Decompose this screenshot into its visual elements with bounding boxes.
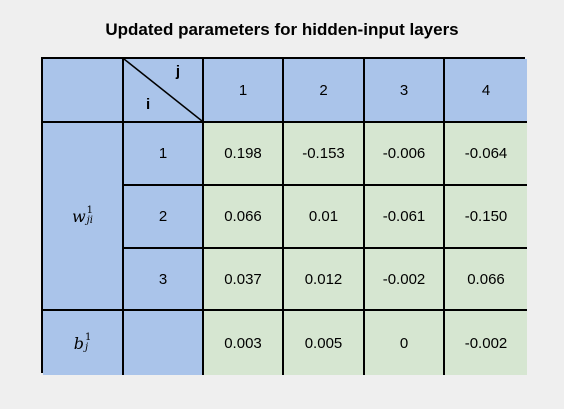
row-header-i2: 2 xyxy=(124,186,204,249)
weight-cell: 0.012 xyxy=(284,249,365,311)
corner-empty-cell xyxy=(43,59,124,123)
weight-symbol: w xyxy=(71,206,86,226)
bias-cell: 0.003 xyxy=(204,311,284,375)
weight-cell: -0.002 xyxy=(365,249,445,311)
figure-title: Updated parameters for hidden-input laye… xyxy=(105,20,459,39)
column-header-2: 2 xyxy=(284,59,365,123)
bias-empty-cell xyxy=(124,311,204,375)
weight-cell: 0.066 xyxy=(204,186,284,249)
row-header-i3: 3 xyxy=(124,249,204,311)
bias-cell: 0.005 xyxy=(284,311,365,375)
column-header-4: 4 xyxy=(445,59,527,123)
weight-cell: -0.150 xyxy=(445,186,527,249)
bias-superscript: 1 xyxy=(84,332,92,343)
bias-symbol: b xyxy=(73,333,84,353)
weight-cell: 0.066 xyxy=(445,249,527,311)
row-header-i1: 1 xyxy=(124,123,204,186)
weight-superscript: 1 xyxy=(86,205,94,216)
weight-subscript: ji xyxy=(86,215,93,226)
weight-cell: -0.061 xyxy=(365,186,445,249)
weight-cell: 0.01 xyxy=(284,186,365,249)
bias-cell: 0 xyxy=(365,311,445,375)
j-axis-label: j xyxy=(175,63,180,80)
diagonal-divider xyxy=(124,59,202,121)
weight-cell: -0.006 xyxy=(365,123,445,186)
weight-cell: 0.037 xyxy=(204,249,284,311)
column-header-1: 1 xyxy=(204,59,284,123)
i-axis-label: i xyxy=(146,96,151,113)
weight-cell: -0.153 xyxy=(284,123,365,186)
weight-symbol-label: w 1 ji xyxy=(43,123,124,311)
corner-ij-cell: j i xyxy=(124,59,204,123)
bias-subscript: j xyxy=(84,342,89,353)
bias-cell: -0.002 xyxy=(445,311,527,375)
weight-cell: 0.198 xyxy=(204,123,284,186)
weight-cell: -0.064 xyxy=(445,123,527,186)
column-header-3: 3 xyxy=(365,59,445,123)
parameter-table: j i 1 2 3 4 w 1 ji 1 0.198 -0.153 -0.006 -… xyxy=(41,57,527,375)
